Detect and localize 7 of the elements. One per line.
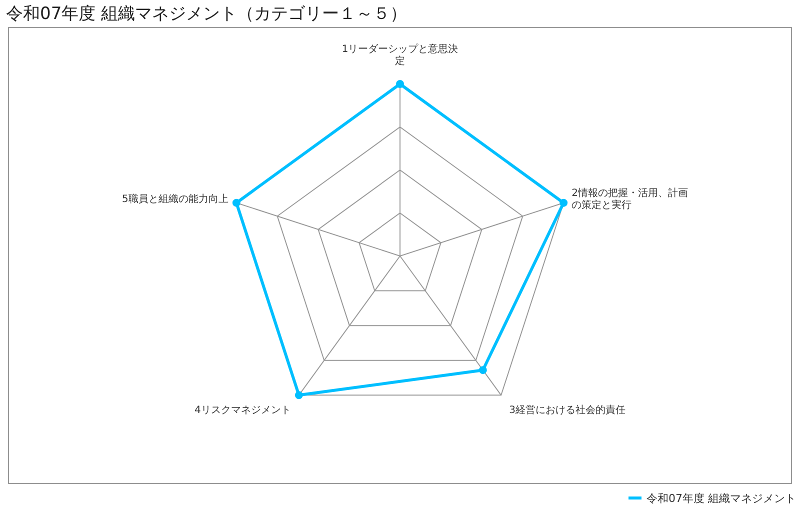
spoke-label: 1リーダーシップと意思決定 — [342, 43, 458, 67]
chart-title: 令和07年度 組織マネジメント（カテゴリー１～５） — [6, 4, 408, 24]
legend-label: 令和07年度 組織マネジメント — [646, 492, 796, 505]
spoke-label: 3経営における社会的責任 — [509, 404, 626, 416]
spoke-label: 5職員と組織の能力向上 — [122, 192, 228, 205]
spoke-label: 4リスクマネジメント — [194, 405, 291, 416]
spoke-label: 2情報の把握・活用、計画の策定と実行 — [572, 186, 688, 211]
